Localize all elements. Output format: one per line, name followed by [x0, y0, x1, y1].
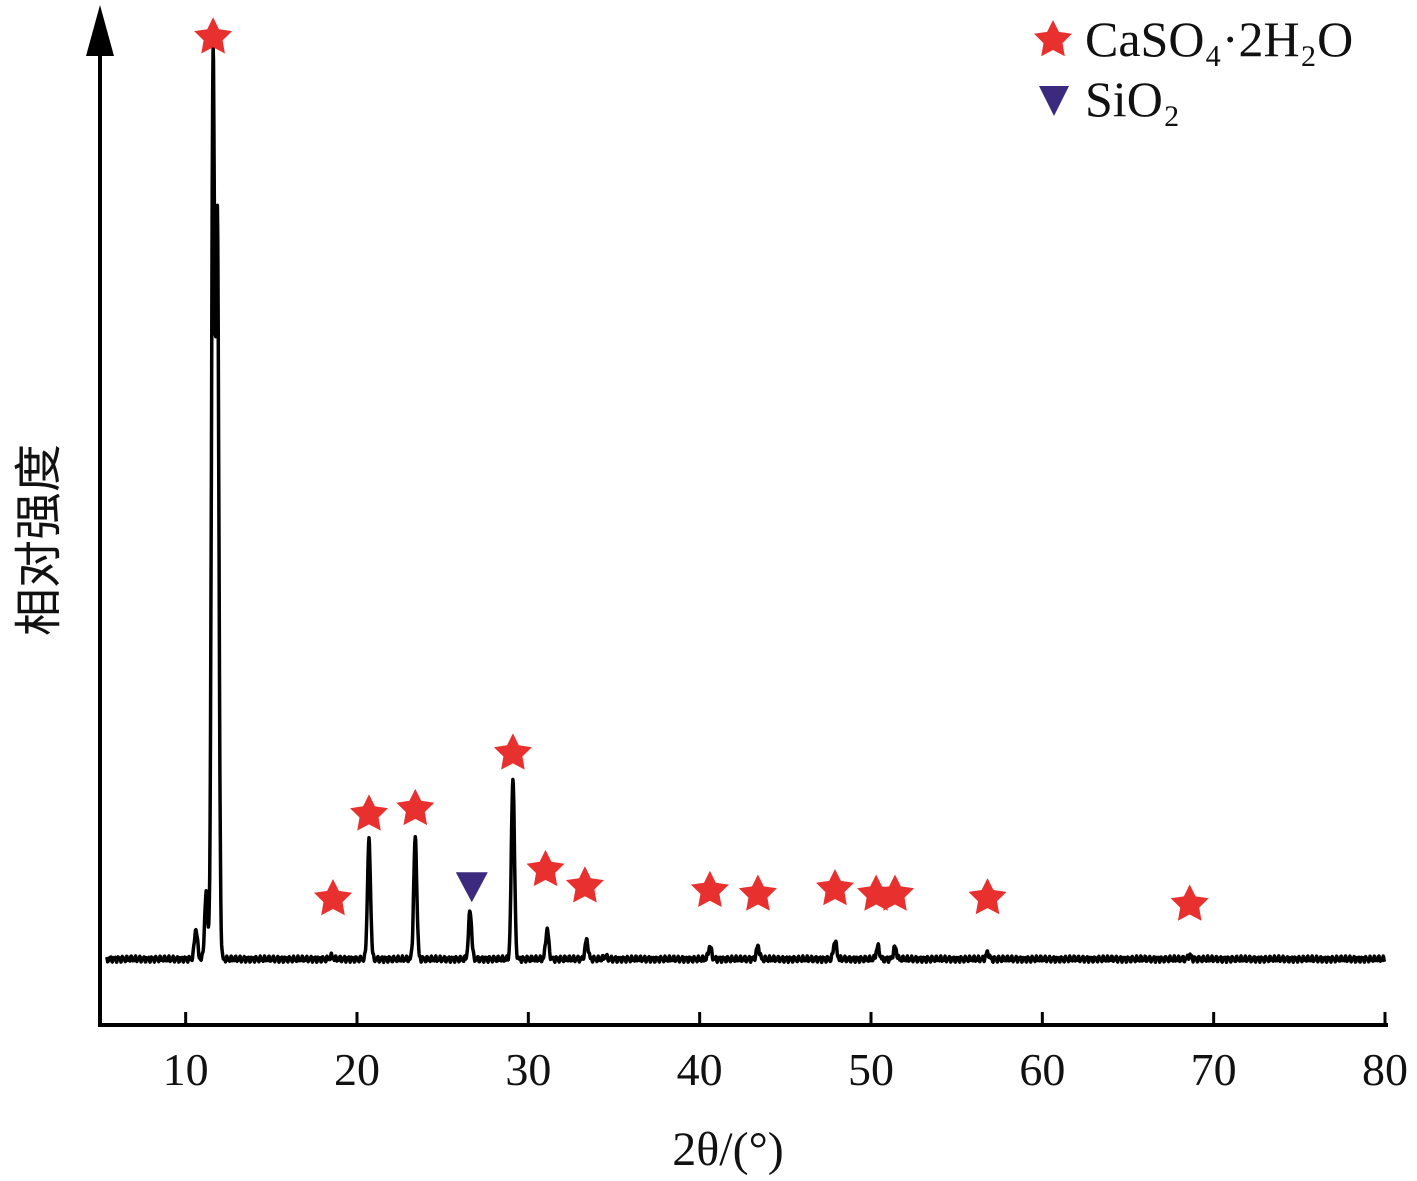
- gypsum-marker-icon: [876, 874, 914, 911]
- legend: CaSO₄·2H₂O SiO₂: [1034, 11, 1353, 127]
- x-tick-label: 50: [848, 1044, 894, 1095]
- legend-entry-quartz: SiO₂: [1039, 71, 1180, 127]
- x-axis-ticks: 10 20 30 40 50 60 70 80: [163, 1012, 1408, 1095]
- gypsum-marker-icon: [565, 866, 604, 903]
- gypsum-marker-icon: [526, 849, 565, 887]
- gypsum-marker-icon: [350, 794, 388, 831]
- legend-star-icon: [1034, 20, 1072, 57]
- xrd-pattern-line: [105, 42, 1387, 965]
- x-tick-label: 70: [1191, 1044, 1237, 1095]
- gypsum-marker-icon: [968, 878, 1007, 915]
- axes: [86, 5, 1388, 1027]
- gypsum-marker-icon: [493, 733, 532, 770]
- gypsum-marker-icon: [194, 17, 233, 54]
- legend-label-quartz: SiO₂: [1085, 71, 1180, 127]
- x-tick-label: 80: [1362, 1044, 1408, 1095]
- legend-label-gypsum: CaSO₄·2H₂O: [1085, 11, 1353, 67]
- x-tick-label: 30: [505, 1044, 551, 1095]
- legend-entry-gypsum: CaSO₄·2H₂O: [1034, 11, 1353, 67]
- gypsum-marker-icon: [1170, 884, 1209, 921]
- gypsum-marker-icon: [738, 874, 777, 911]
- legend-triangle-icon: [1039, 86, 1069, 116]
- x-tick-label: 10: [163, 1044, 209, 1095]
- gypsum-marker-icon: [396, 788, 435, 826]
- y-axis-arrow: [86, 5, 114, 56]
- x-tick-label: 60: [1019, 1044, 1065, 1095]
- sio2-marker-icon: [455, 872, 488, 903]
- x-tick-label: 40: [677, 1044, 723, 1095]
- gypsum-marker-icon: [816, 869, 854, 906]
- plot-area: [105, 42, 1387, 965]
- gypsum-marker-icon: [314, 879, 352, 916]
- phase-markers: [194, 17, 1209, 921]
- y-axis-title: 相对强度: [13, 444, 66, 636]
- x-axis-title: 2θ/(°): [672, 1123, 784, 1176]
- x-tick-label: 20: [334, 1044, 380, 1095]
- gypsum-marker-icon: [690, 870, 729, 907]
